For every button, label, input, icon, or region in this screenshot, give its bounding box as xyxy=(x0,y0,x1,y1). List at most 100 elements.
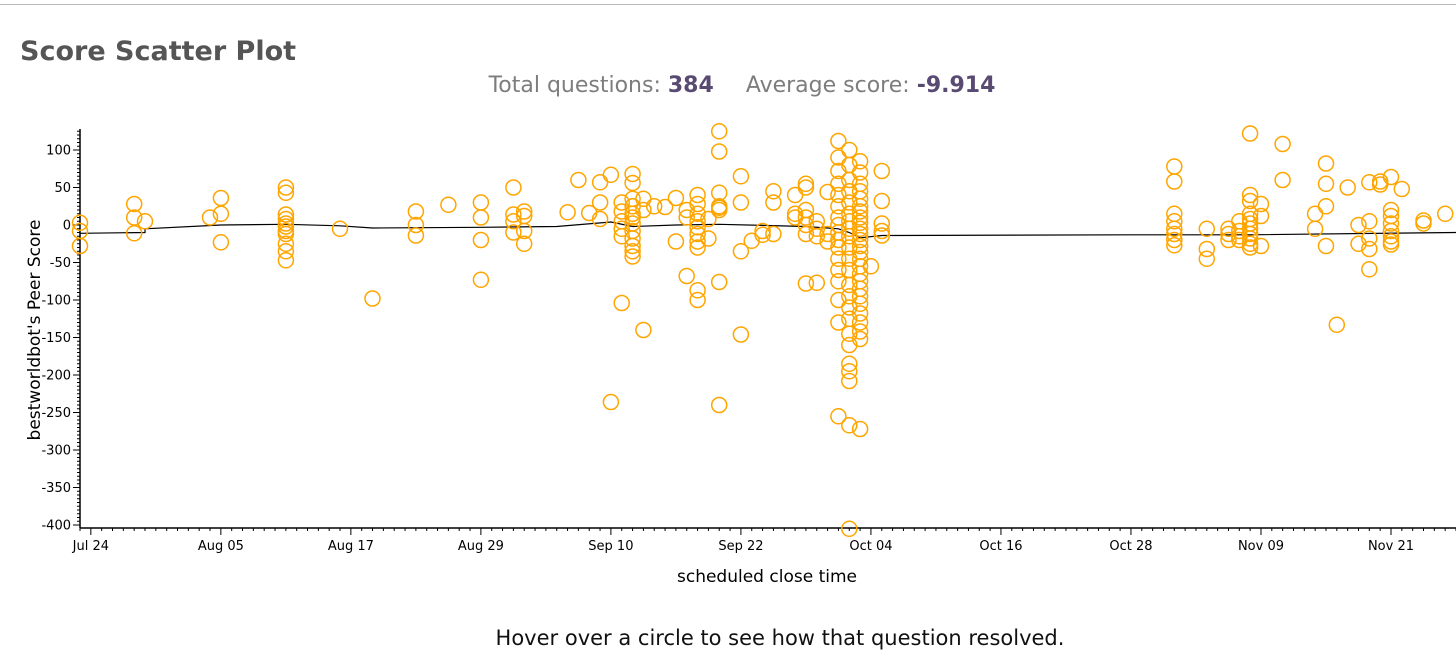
score-point[interactable] xyxy=(656,198,674,216)
score-point[interactable] xyxy=(277,243,295,260)
score-point[interactable] xyxy=(1252,195,1270,213)
score-point[interactable] xyxy=(689,225,706,243)
score-point[interactable] xyxy=(1361,213,1378,230)
score-point[interactable] xyxy=(862,258,880,275)
score-point[interactable] xyxy=(808,274,826,292)
score-point[interactable] xyxy=(1306,220,1324,238)
score-point[interactable] xyxy=(808,220,826,238)
score-point[interactable] xyxy=(710,273,728,291)
score-point[interactable] xyxy=(212,234,230,251)
score-point[interactable] xyxy=(407,216,425,234)
score-point[interactable] xyxy=(797,179,815,196)
score-point[interactable] xyxy=(1166,213,1183,230)
score-point[interactable] xyxy=(1241,125,1259,142)
score-point[interactable] xyxy=(125,209,143,226)
score-point[interactable] xyxy=(364,290,381,307)
score-point[interactable] xyxy=(277,218,295,235)
score-point[interactable] xyxy=(472,194,490,211)
score-point[interactable] xyxy=(1361,174,1378,191)
score-point[interactable] xyxy=(613,294,630,312)
score-point[interactable] xyxy=(1241,186,1259,204)
score-point[interactable] xyxy=(851,203,869,220)
score-point[interactable] xyxy=(624,165,641,183)
score-point[interactable] xyxy=(873,215,891,232)
score-point[interactable] xyxy=(710,396,728,414)
score-point[interactable] xyxy=(732,168,750,185)
score-point[interactable] xyxy=(830,250,847,268)
score-point[interactable] xyxy=(1350,235,1367,253)
score-point[interactable] xyxy=(212,189,230,207)
score-point[interactable] xyxy=(472,209,490,226)
score-point[interactable] xyxy=(1382,222,1400,240)
score-point[interactable] xyxy=(591,174,609,191)
score-point[interactable] xyxy=(841,417,858,434)
score-point[interactable] xyxy=(689,239,706,256)
score-point[interactable] xyxy=(635,321,652,339)
score-point[interactable] xyxy=(1241,192,1259,210)
score-point[interactable] xyxy=(1274,135,1291,153)
score-point[interactable] xyxy=(559,204,576,221)
score-point[interactable] xyxy=(1252,207,1270,225)
score-point[interactable] xyxy=(1317,155,1335,172)
score-point[interactable] xyxy=(1361,230,1378,247)
score-point[interactable] xyxy=(1382,168,1400,186)
score-point[interactable] xyxy=(851,330,869,348)
score-point[interactable] xyxy=(851,164,869,181)
score-point[interactable] xyxy=(689,282,706,299)
score-point[interactable] xyxy=(515,203,533,220)
score-point[interactable] xyxy=(277,206,295,223)
score-point[interactable] xyxy=(331,220,349,238)
score-point[interactable] xyxy=(1350,216,1367,234)
score-point[interactable] xyxy=(613,228,630,245)
score-point[interactable] xyxy=(1436,205,1454,223)
score-point[interactable] xyxy=(1382,201,1400,219)
score-point[interactable] xyxy=(851,323,869,340)
score-point[interactable] xyxy=(602,166,620,184)
score-point[interactable] xyxy=(851,220,869,238)
score-point[interactable] xyxy=(841,355,858,373)
score-point[interactable] xyxy=(1339,179,1356,196)
score-point[interactable] xyxy=(1415,215,1432,232)
score-point[interactable] xyxy=(851,198,869,215)
score-point[interactable] xyxy=(797,209,815,226)
score-point[interactable] xyxy=(635,201,652,219)
score-point[interactable] xyxy=(754,226,771,244)
score-point[interactable] xyxy=(1382,236,1400,253)
score-point[interactable] xyxy=(613,220,630,238)
score-point[interactable] xyxy=(710,123,728,140)
score-point[interactable] xyxy=(125,225,143,242)
score-point[interactable] xyxy=(624,248,641,265)
score-point[interactable] xyxy=(830,261,847,279)
score-point[interactable] xyxy=(515,235,533,253)
score-point[interactable] xyxy=(732,243,750,260)
score-point[interactable] xyxy=(851,314,869,331)
score-point[interactable] xyxy=(732,194,750,211)
score-point[interactable] xyxy=(689,219,706,236)
score-point[interactable] xyxy=(1198,240,1216,258)
score-point[interactable] xyxy=(515,222,533,240)
score-point[interactable] xyxy=(624,174,641,192)
score-point[interactable] xyxy=(277,235,295,253)
score-point[interactable] xyxy=(765,194,782,211)
score-point[interactable] xyxy=(830,314,847,331)
score-point[interactable] xyxy=(1220,231,1237,249)
score-point[interactable] xyxy=(851,420,869,438)
score-point[interactable] xyxy=(786,205,804,223)
score-point[interactable] xyxy=(1317,175,1335,193)
score-point[interactable] xyxy=(873,222,891,240)
score-point[interactable] xyxy=(689,186,706,204)
score-point[interactable] xyxy=(613,194,630,211)
score-point[interactable] xyxy=(841,194,858,211)
score-point[interactable] xyxy=(667,189,685,207)
score-point[interactable] xyxy=(1241,225,1259,243)
score-point[interactable] xyxy=(689,205,706,223)
score-point[interactable] xyxy=(1361,261,1378,278)
score-point[interactable] xyxy=(732,326,750,343)
score-point[interactable] xyxy=(851,153,869,170)
score-point[interactable] xyxy=(797,275,815,292)
score-point[interactable] xyxy=(1317,198,1335,215)
score-point[interactable] xyxy=(689,213,706,230)
score-point[interactable] xyxy=(873,162,891,180)
score-point[interactable] xyxy=(1274,171,1291,189)
score-point[interactable] xyxy=(277,184,295,202)
